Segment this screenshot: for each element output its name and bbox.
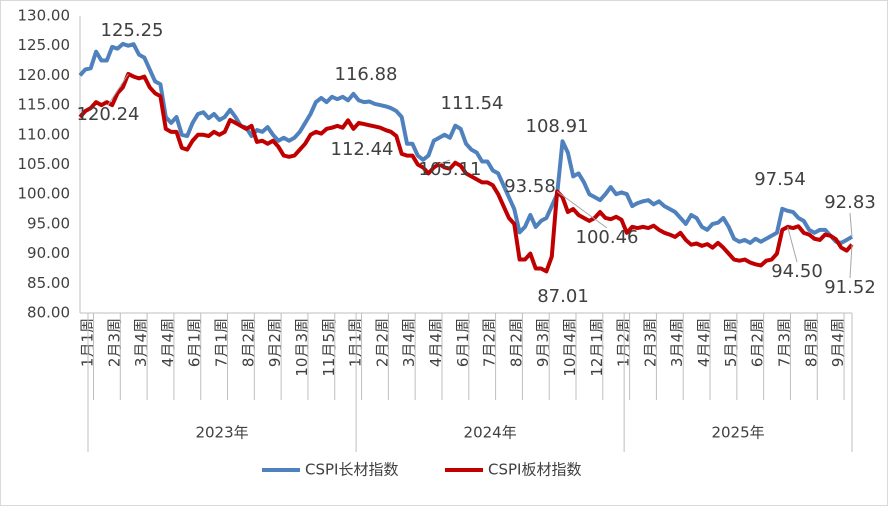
x-tick-label: 8月2周 [239, 318, 257, 367]
x-tick-label: 5月1周 [722, 318, 740, 367]
x-tick-label: 7月3周 [775, 318, 793, 367]
y-tick-label: 85.00 [27, 274, 70, 292]
x-tick-label: 4月4周 [159, 318, 177, 367]
x-tick-label: 4月4周 [695, 318, 713, 367]
y-tick-label: 80.00 [27, 304, 70, 322]
x-tick-label: 3月4周 [400, 318, 418, 367]
x-tick-label: 3月4周 [668, 318, 686, 367]
data-label: 112.44 [331, 139, 394, 160]
data-label: 108.91 [526, 116, 589, 137]
data-label: 87.01 [537, 286, 589, 307]
year-label: 2025年 [711, 424, 764, 442]
data-label: 91.52 [824, 277, 876, 298]
x-tick-label: 8月2周 [507, 318, 525, 367]
x-tick-label: 3月4周 [132, 318, 150, 367]
x-tick-label: 10月3周 [293, 318, 311, 377]
series-line [78, 41, 854, 245]
x-tick-label: 12月1周 [588, 318, 606, 377]
x-tick-label: 6月2周 [749, 318, 767, 367]
legend-label: CSPI长材指数 [305, 461, 398, 479]
y-tick-label: 120.00 [18, 66, 71, 84]
data-label: 92.83 [824, 192, 876, 213]
data-label: 105.11 [419, 159, 482, 180]
y-tick-label: 105.00 [18, 155, 71, 173]
series-line [78, 71, 854, 274]
x-tick-label: 6月1周 [454, 318, 472, 367]
data-label: 116.88 [335, 64, 398, 85]
leader-line [107, 73, 129, 106]
leader-line [787, 226, 798, 263]
y-tick-label: 100.00 [18, 185, 71, 203]
y-tick-label: 95.00 [27, 214, 70, 232]
y-tick-label: 115.00 [18, 96, 71, 114]
x-tick-label: 4月4周 [427, 318, 445, 367]
x-tick-label: 2月3周 [105, 318, 123, 367]
legend-label: CSPI板材指数 [488, 461, 581, 479]
data-label: 97.54 [754, 169, 806, 190]
leader-line [439, 159, 451, 165]
x-tick-label: 1月2周 [615, 318, 633, 367]
data-label: 111.54 [441, 93, 504, 114]
x-tick-label: 7月2周 [481, 318, 499, 367]
year-label: 2023年 [195, 424, 248, 442]
x-tick-label: 6月1周 [186, 318, 204, 367]
x-tick-label: 2月2周 [373, 318, 391, 367]
y-tick-label: 130.00 [18, 7, 71, 25]
data-label: 93.58 [504, 176, 556, 197]
x-tick-label: 9月2周 [266, 318, 284, 367]
x-tick-label: 2月3周 [641, 318, 659, 367]
data-label: 94.50 [771, 261, 823, 282]
leader-line [556, 191, 608, 229]
x-tick-label: 8月3周 [802, 318, 820, 367]
x-tick-label: 9月3周 [534, 318, 552, 367]
y-tick-label: 125.00 [18, 36, 71, 54]
leader-line [849, 244, 853, 279]
data-label: 120.24 [77, 104, 140, 125]
leader-line [849, 212, 853, 237]
x-tick-label: 7月1周 [213, 318, 231, 367]
data-label: 100.46 [576, 227, 639, 248]
year-label: 2024年 [464, 424, 517, 442]
x-tick-label: 1月1周 [347, 318, 365, 367]
x-tick-label: 9月4周 [829, 318, 847, 367]
y-tick-label: 90.00 [27, 244, 70, 262]
x-tick-label: 10月4周 [561, 318, 579, 377]
y-tick-label: 110.00 [18, 125, 71, 143]
x-tick-label: 11月5周 [320, 318, 338, 377]
data-label: 125.25 [101, 20, 164, 41]
